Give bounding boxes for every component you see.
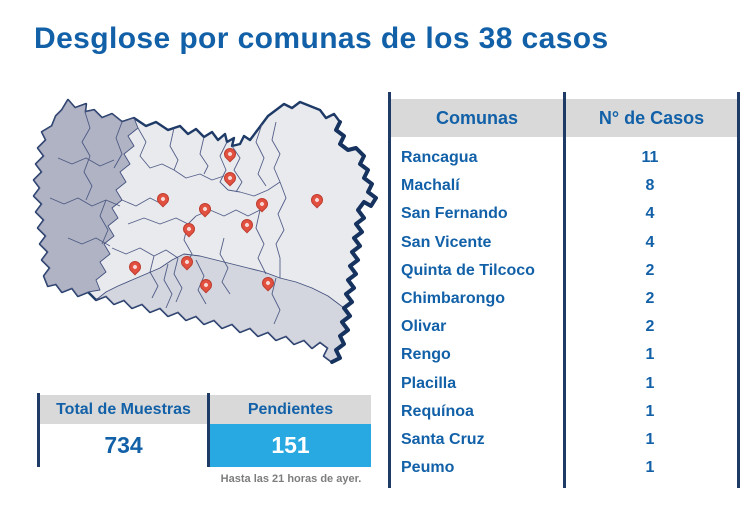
comuna-name: Requínoa [401,402,474,420]
location-pin-icon [221,145,239,163]
location-pin-icon [126,258,144,276]
summary-border-middle [207,393,210,467]
comuna-name: Machalí [401,177,460,195]
table-row: Machalí 8 [388,172,740,200]
comuna-name: Quinta de Tilcoco [401,261,535,279]
location-pin-icon [238,216,256,234]
summary-border-left [37,393,40,467]
table-border-right [737,92,740,488]
table-row: San Fernando 4 [388,200,740,228]
total-muestras-value: 734 [40,424,207,467]
casos-value: 1 [645,430,655,448]
table-body: Rancagua 11 Machalí 8 San Fernando 4 San… [388,144,740,482]
table-row: Rancagua 11 [388,144,740,172]
page-title: Desglose por comunas de los 38 casos [34,22,609,55]
map-east-thick-border [330,120,378,364]
pendientes-header: Pendientes [210,395,371,424]
update-time-caption: Hasta las 21 horas de ayer. [220,473,362,485]
casos-value: 1 [645,402,655,420]
table-row: Olivar 2 [388,313,740,341]
casos-value: 1 [645,374,655,392]
comuna-name: Placilla [401,374,457,392]
location-pin-icon [154,190,172,208]
location-pin-icon [196,200,214,218]
comuna-name: Santa Cruz [401,430,485,448]
table-row: Requínoa 1 [388,398,740,426]
location-pin-icon [180,220,198,238]
table-row: Quinta de Tilcoco 2 [388,257,740,285]
region-map-shape [32,98,378,364]
comuna-name: Peumo [401,459,455,477]
casos-value: 4 [645,205,655,223]
casos-value: 1 [645,459,655,477]
pendientes-value: 151 [210,424,371,467]
location-pin-icon [253,195,271,213]
region-map [28,98,378,378]
column-header-comunas: Comunas [391,99,563,137]
map-west-dark-communes [33,99,139,297]
comuna-name: Rengo [401,346,451,364]
map-pin-layer [28,98,378,378]
location-pin-icon [178,253,196,271]
comuna-name: Chimbarongo [401,290,505,308]
location-pin-icon [221,169,239,187]
location-pin-icon [197,276,215,294]
table-border-middle [563,92,566,488]
comuna-name: Olivar [401,318,447,336]
table-row: Santa Cruz 1 [388,426,740,454]
cases-table: Comunas N° de Casos Rancagua 11 Machalí … [388,92,740,488]
table-row: Chimbarongo 2 [388,285,740,313]
column-header-casos: N° de Casos [566,99,737,137]
location-pin-icon [259,274,277,292]
casos-value: 8 [645,177,655,195]
comuna-name: San Fernando [401,205,508,223]
comuna-name: Rancagua [401,149,478,167]
casos-value: 1 [645,346,655,364]
casos-value: 2 [645,290,655,308]
table-row: San Vicente 4 [388,229,740,257]
samples-summary-box: Total de Muestras Pendientes 734 151 [37,393,371,467]
casos-value: 2 [645,318,655,336]
casos-value: 11 [641,149,659,167]
table-row: Peumo 1 [388,454,740,482]
table-row: Placilla 1 [388,370,740,398]
comuna-name: San Vicente [401,233,492,251]
casos-value: 2 [645,261,655,279]
total-muestras-header: Total de Muestras [40,395,207,424]
location-pin-icon [308,191,326,209]
map-south-mid-communes [95,253,351,363]
map-commune-borders [49,111,287,325]
casos-value: 4 [645,233,655,251]
table-border-left [388,92,391,488]
table-row: Rengo 1 [388,341,740,369]
